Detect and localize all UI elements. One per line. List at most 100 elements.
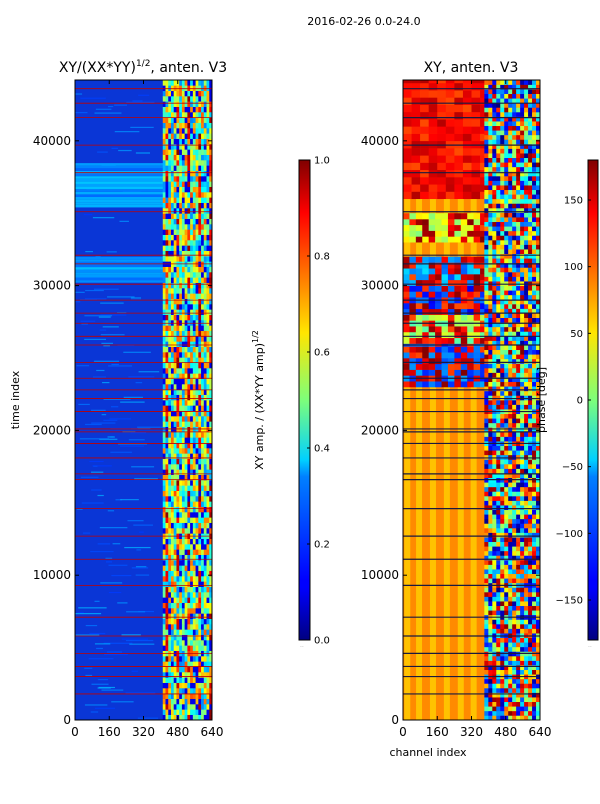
- right-noise-cell: [500, 501, 504, 506]
- right-noise-cell: [508, 450, 512, 455]
- left-high-band-cell: [179, 112, 182, 118]
- right-noise-cell: [520, 642, 524, 647]
- left-high-band-cell: [187, 80, 190, 86]
- right-block-cell: [448, 231, 455, 237]
- left-high-band-cell: [198, 501, 201, 507]
- left-high-band-cell: [166, 235, 169, 241]
- left-high-band-cell: [193, 640, 196, 646]
- right-noise-cell: [524, 656, 528, 661]
- right-block-cell: [435, 309, 442, 315]
- left-high-band-cell: [176, 677, 179, 683]
- right-noise-cell: [500, 638, 504, 643]
- left-high-band-cell: [190, 379, 193, 385]
- left-high-band-cell: [201, 379, 204, 385]
- left-high-band-cell: [207, 85, 210, 91]
- left-high-band-cell: [171, 677, 174, 683]
- left-high-band-cell: [185, 629, 188, 635]
- right-noise-cell: [504, 304, 508, 309]
- right-noise-cell: [528, 624, 532, 629]
- right-noise-cell: [492, 327, 496, 332]
- left-high-band-cell: [163, 96, 166, 102]
- left-high-band-cell: [204, 528, 207, 534]
- left-streak: [138, 95, 149, 96]
- right-noise-cell: [504, 510, 508, 515]
- left-high-band-cell: [204, 683, 207, 689]
- right-noise-cell: [496, 437, 500, 442]
- left-high-band-cell: [163, 293, 166, 299]
- right-block-cell: [474, 352, 481, 358]
- left-high-band-cell: [182, 245, 185, 251]
- left-high-band-cell: [187, 384, 190, 390]
- left-high-band-cell: [166, 683, 169, 689]
- left-streak: [132, 671, 138, 672]
- right-noise-cell: [496, 455, 500, 460]
- left-high-band-cell: [207, 485, 210, 491]
- left-high-band-cell: [190, 256, 193, 262]
- left-high-band-cell: [193, 80, 196, 86]
- left-high-band-cell: [179, 320, 182, 326]
- left-high-band-cell: [187, 677, 190, 683]
- left-high-band-cell: [185, 405, 188, 411]
- right-noise-cell: [508, 395, 512, 400]
- left-high-band-cell: [168, 91, 171, 97]
- left-high-band-cell: [187, 560, 190, 566]
- right-noise-cell: [492, 181, 496, 186]
- right-noise-cell: [524, 679, 528, 684]
- right-noise-cell: [528, 391, 532, 396]
- left-high-band-cell: [204, 629, 207, 635]
- left-high-band-cell: [196, 517, 199, 523]
- left-high-band-cell: [190, 480, 193, 486]
- left-high-band-cell: [185, 517, 188, 523]
- left-high-band-cell: [176, 395, 179, 401]
- left-high-band-cell: [193, 523, 196, 529]
- left-high-band-cell: [198, 213, 201, 219]
- left-streak: [75, 292, 85, 293]
- left-high-band-cell: [179, 640, 182, 646]
- left-high-band-cell: [198, 235, 201, 241]
- left-high-band-cell: [176, 427, 179, 433]
- left-high-band-cell: [176, 309, 179, 315]
- right-noise-cell: [516, 112, 520, 117]
- right-noise-cell: [512, 432, 516, 437]
- left-high-band-cell: [168, 293, 171, 299]
- left-high-band-cell: [196, 587, 199, 593]
- right-top-cell: [472, 170, 481, 178]
- right-noise-cell: [532, 199, 536, 204]
- left-high-band-cell: [168, 400, 171, 406]
- right-block-cell: [442, 332, 449, 338]
- right-noise-cell: [504, 318, 508, 323]
- right-noise-cell: [528, 469, 532, 474]
- right-block-cell: [429, 338, 436, 344]
- right-noise-cell: [500, 139, 504, 144]
- right-noise-cell: [520, 331, 524, 336]
- left-panel-title: XY/(XX*YY)1/2, anten. V3: [59, 59, 227, 76]
- left-high-band-cell: [201, 203, 204, 209]
- left-high-band-cell: [171, 197, 174, 203]
- right-noise-cell: [508, 546, 512, 551]
- right-noise-cell: [528, 313, 532, 318]
- right-noise-cell: [488, 194, 492, 199]
- right-block-cell: [429, 370, 436, 376]
- right-noise-cell: [484, 688, 488, 693]
- left-high-band-cell: [182, 517, 185, 523]
- left-high-band-cell: [185, 229, 188, 235]
- left-high-band-cell: [193, 619, 196, 625]
- right-block-cell: [461, 231, 468, 237]
- left-high-band-cell: [176, 405, 179, 411]
- right-noise-cell: [532, 162, 536, 167]
- right-noise-cell: [496, 217, 500, 222]
- left-high-band-cell: [163, 149, 166, 155]
- left-high-band-cell: [196, 352, 199, 358]
- left-high-band-cell: [198, 165, 201, 171]
- right-noise-cell: [500, 304, 504, 309]
- left-high-band-cell: [204, 203, 207, 209]
- right-noise-cell: [520, 578, 524, 583]
- right-noise-cell: [516, 391, 520, 396]
- left-high-band-cell: [204, 293, 207, 299]
- right-noise-cell: [516, 432, 520, 437]
- right-noise-cell: [484, 368, 488, 373]
- left-high-band-cell: [163, 245, 166, 251]
- right-noise-cell: [484, 537, 488, 542]
- left-high-band-cell: [207, 341, 210, 347]
- right-noise-cell: [512, 414, 516, 419]
